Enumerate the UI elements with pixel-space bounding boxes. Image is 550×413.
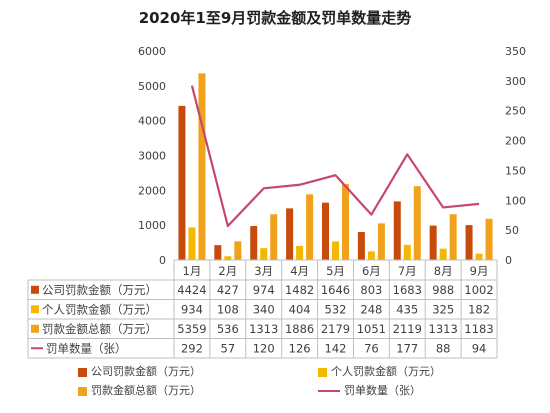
category-label: 3月 bbox=[254, 264, 273, 278]
bar bbox=[332, 241, 339, 260]
y-right-tick-label: 200 bbox=[505, 135, 526, 148]
table-cell-value: 536 bbox=[217, 322, 239, 336]
bar bbox=[449, 214, 457, 260]
table-cell-value: 108 bbox=[217, 302, 239, 316]
table-cell-value: 1313 bbox=[249, 322, 278, 336]
y-right-tick-label: 50 bbox=[505, 224, 519, 237]
table-cell-value: 94 bbox=[472, 341, 487, 355]
table-cell-value: 325 bbox=[432, 302, 454, 316]
table-row-label: 个人罚款金额（万元） bbox=[42, 302, 157, 316]
y-right-tick-label: 0 bbox=[505, 254, 512, 267]
y-left-tick-label: 3000 bbox=[138, 150, 166, 163]
category-label: 7月 bbox=[398, 264, 417, 278]
table-cell-value: 1646 bbox=[321, 283, 350, 297]
y-right-tick-label: 300 bbox=[505, 75, 526, 88]
table-cell-value: 1886 bbox=[285, 322, 314, 336]
table-cell-value: 974 bbox=[253, 283, 275, 297]
bar bbox=[342, 184, 349, 260]
table-cell-value: 177 bbox=[396, 341, 418, 355]
bar bbox=[188, 227, 196, 260]
table-cell-value: 76 bbox=[364, 341, 379, 355]
table-cell-value: 182 bbox=[468, 302, 490, 316]
bar bbox=[198, 73, 206, 261]
category-label: 2月 bbox=[218, 264, 237, 278]
bar bbox=[413, 186, 421, 260]
bar bbox=[357, 232, 365, 260]
table-cell-value: 2119 bbox=[393, 322, 422, 336]
category-label: 1月 bbox=[183, 264, 202, 278]
table-cell-value: 292 bbox=[181, 341, 203, 355]
table-row-swatch bbox=[31, 324, 39, 333]
table-cell-value: 57 bbox=[221, 341, 236, 355]
bar bbox=[214, 245, 222, 260]
bar bbox=[234, 241, 242, 260]
category-label: 8月 bbox=[434, 264, 453, 278]
tickets-line bbox=[190, 85, 480, 228]
bar bbox=[296, 245, 304, 260]
table-cell-value: 435 bbox=[396, 302, 418, 316]
y-right-tick-label: 100 bbox=[505, 194, 526, 207]
table-cell-value: 142 bbox=[325, 341, 347, 355]
chart-title: 2020年1至9月罚款金额及罚单数量走势 bbox=[138, 9, 412, 27]
y-left-tick-label: 1000 bbox=[138, 219, 166, 232]
bar bbox=[465, 225, 473, 260]
y-right-tick-label: 350 bbox=[505, 45, 526, 58]
table-cell-value: 803 bbox=[360, 283, 382, 297]
table-cell-value: 1313 bbox=[429, 322, 458, 336]
y-left-tick-label: 5000 bbox=[138, 80, 166, 93]
table-cell-value: 340 bbox=[253, 302, 275, 316]
table-cell-value: 1482 bbox=[285, 283, 314, 297]
table-cell-value: 404 bbox=[289, 302, 311, 316]
table-cell-value: 1683 bbox=[393, 283, 422, 297]
table-row-label: 罚单数量（张） bbox=[46, 341, 127, 355]
table-row-label: 公司罚款金额（万元） bbox=[42, 283, 157, 297]
bar bbox=[178, 105, 186, 260]
y-right-tick-label: 250 bbox=[505, 105, 526, 118]
table-row-swatch bbox=[31, 305, 39, 314]
bar bbox=[367, 251, 375, 260]
bar bbox=[485, 218, 493, 260]
bar bbox=[403, 244, 411, 260]
bar bbox=[377, 223, 385, 260]
bar bbox=[224, 256, 232, 260]
bar bbox=[475, 253, 483, 260]
table-cell-value: 248 bbox=[360, 302, 382, 316]
table-cell-value: 1002 bbox=[464, 283, 493, 297]
y-left-tick-label: 6000 bbox=[138, 45, 166, 58]
table-cell-value: 88 bbox=[436, 341, 451, 355]
table-row-label: 罚款金额总额（万元） bbox=[42, 322, 157, 336]
table-cell-value: 120 bbox=[253, 341, 275, 355]
table-cell-value: 126 bbox=[289, 341, 311, 355]
bar bbox=[393, 201, 401, 260]
bar bbox=[270, 214, 278, 260]
category-label: 6月 bbox=[362, 264, 381, 278]
table-cell-value: 934 bbox=[181, 302, 203, 316]
y-left-tick-label: 4000 bbox=[138, 115, 166, 128]
table-cell-value: 988 bbox=[432, 283, 454, 297]
bar bbox=[439, 248, 447, 260]
bar bbox=[429, 225, 437, 260]
category-label: 4月 bbox=[290, 264, 309, 278]
table-row-swatch bbox=[31, 285, 39, 294]
category-label: 9月 bbox=[470, 264, 489, 278]
y-left-tick-label: 0 bbox=[159, 254, 166, 267]
bar bbox=[306, 194, 314, 260]
category-label: 5月 bbox=[326, 264, 345, 278]
bar bbox=[286, 208, 294, 260]
bar bbox=[260, 248, 268, 260]
y-left-tick-label: 2000 bbox=[138, 184, 166, 197]
table-cell-value: 1183 bbox=[464, 322, 493, 336]
table-cell-value: 5359 bbox=[177, 322, 206, 336]
table-cell-value: 1051 bbox=[357, 322, 386, 336]
table-cell-value: 532 bbox=[325, 302, 347, 316]
bar bbox=[250, 226, 258, 260]
table-cell-value: 427 bbox=[217, 283, 239, 297]
table-cell-value: 4424 bbox=[177, 283, 206, 297]
y-right-tick-label: 150 bbox=[505, 164, 526, 177]
table-cell-value: 2179 bbox=[321, 322, 350, 336]
bar bbox=[322, 202, 329, 260]
